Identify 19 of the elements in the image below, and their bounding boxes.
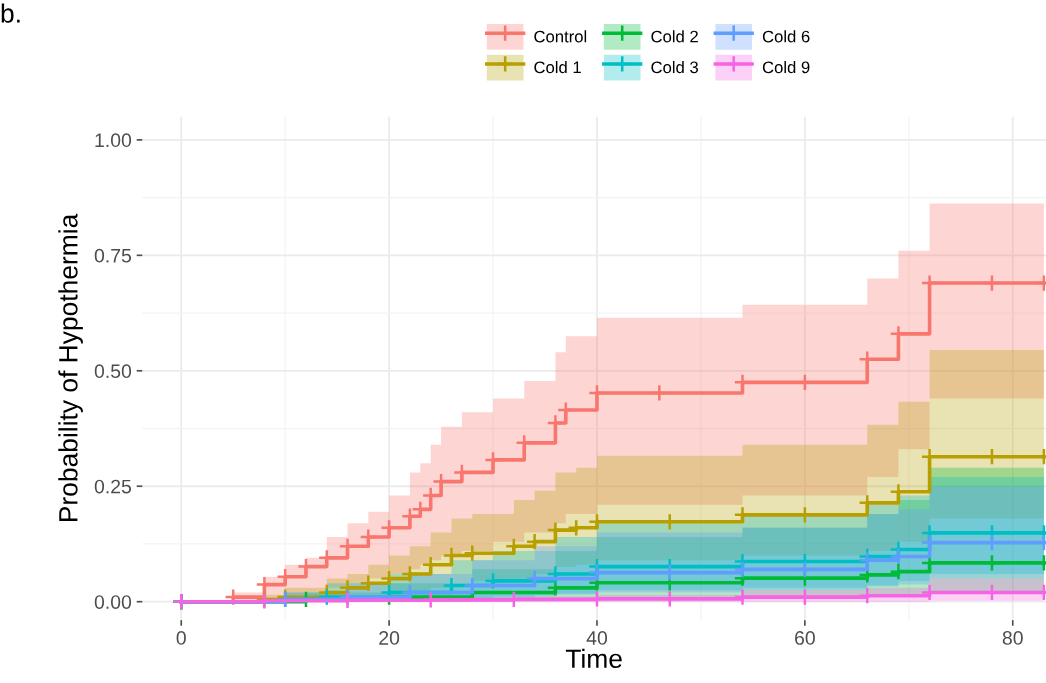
y-tick-label: 0.50: [94, 364, 132, 379]
legend-label: Cold 2: [651, 30, 698, 43]
y-tick-label: 0.00: [94, 595, 132, 609]
text: b.: [1, 3, 20, 23]
x-tick-label: 0: [176, 631, 186, 645]
legend-label: Cold 1: [534, 60, 581, 74]
x-axis-title: Time: [565, 648, 622, 669]
y-tick-label: 1.00: [95, 133, 132, 148]
legend-label: Cold 6: [762, 30, 810, 43]
y-tick-label: 0.25: [94, 479, 132, 494]
legend-label: Cold 3: [651, 60, 698, 74]
x-tick-label: 60: [795, 631, 815, 645]
x-tick-label: 40: [586, 631, 608, 645]
legend-label: Control: [534, 30, 587, 43]
legend-label: Cold 9: [762, 60, 810, 74]
y-axis-title: Probability of Hypothermia: [58, 213, 83, 522]
x-tick-label: 20: [379, 631, 400, 645]
y-tick-label: 0.75: [94, 248, 132, 263]
x-tick-label: 80: [1002, 631, 1023, 645]
